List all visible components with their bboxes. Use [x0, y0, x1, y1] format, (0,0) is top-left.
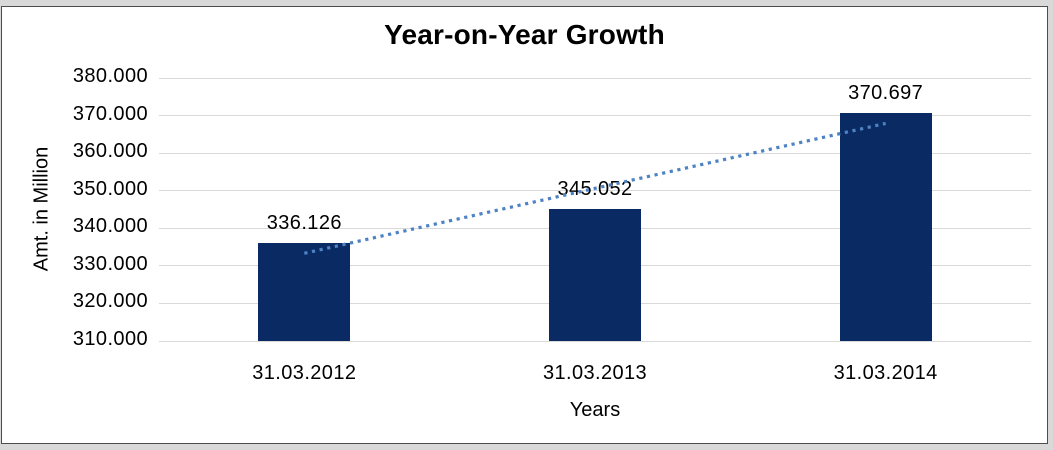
gridline — [159, 77, 1031, 79]
bar — [839, 112, 932, 341]
gridline — [159, 115, 1031, 117]
data-label: 336.126 — [266, 211, 342, 234]
chart-title: Year-on-Year Growth — [384, 19, 665, 50]
x-tick-label: 31.03.2014 — [833, 362, 938, 384]
y-tick-label: 320.000 — [72, 290, 148, 313]
y-tick-label: 310.000 — [72, 328, 148, 350]
x-tick-label: 31.03.2013 — [542, 362, 648, 384]
y-tick-label: 380.000 — [72, 65, 148, 87]
y-tick-label: 360.000 — [72, 140, 148, 163]
y-tick-label: 330.000 — [72, 252, 148, 275]
data-label: 345.052 — [557, 178, 633, 201]
data-label: 370.697 — [848, 81, 924, 104]
bar — [258, 242, 351, 341]
y-tick-label: 350.000 — [72, 177, 148, 200]
chart-container: Year-on-Year Growth Amt. in Million Year… — [1, 6, 1048, 444]
y-tick-label: 340.000 — [72, 215, 148, 238]
x-axis-title: Years — [569, 399, 621, 421]
x-tick-label: 31.03.2012 — [252, 362, 357, 384]
y-tick-label: 370.000 — [72, 102, 148, 125]
bar — [549, 209, 641, 341]
gridline — [159, 340, 1031, 342]
